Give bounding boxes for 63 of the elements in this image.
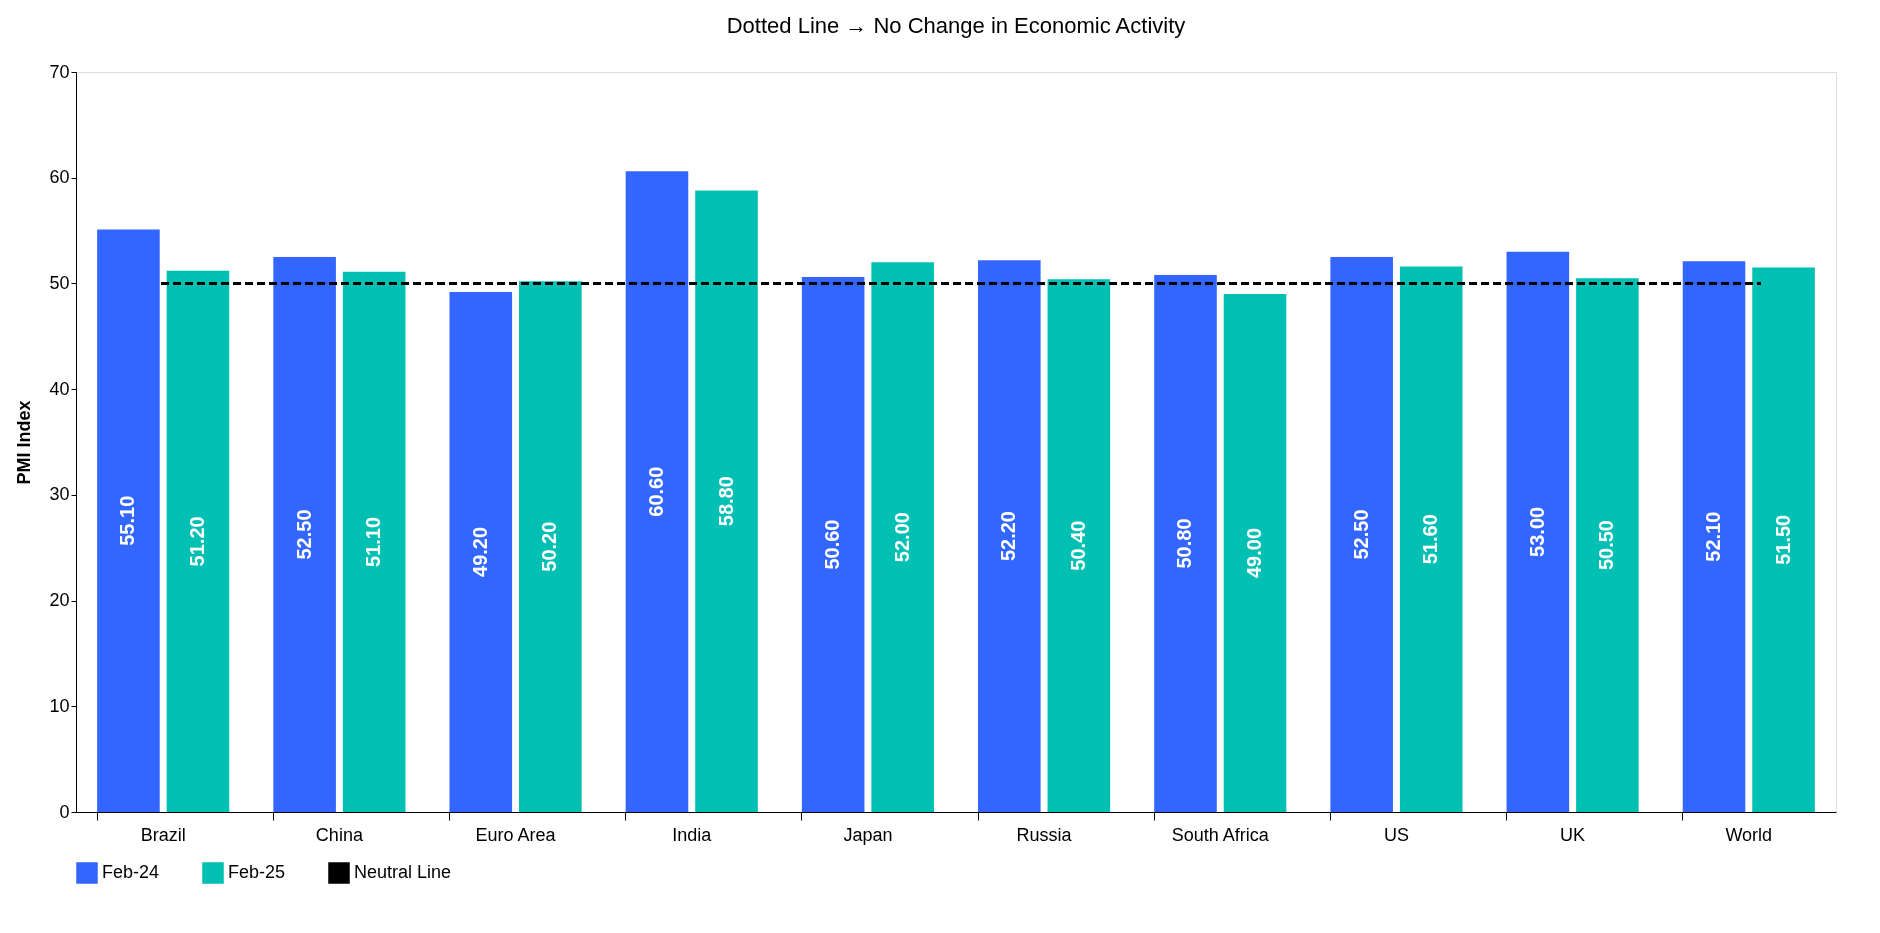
data-label: 50.40: [1066, 520, 1089, 571]
y-tick-label: 70: [49, 61, 70, 82]
bar: [342, 271, 406, 812]
y-tick-label: 40: [49, 378, 70, 399]
data-label: 52.50: [292, 509, 315, 560]
y-tick-label: 0: [59, 801, 70, 822]
data-label: 50.50: [1595, 520, 1618, 571]
bar: [871, 262, 934, 812]
data-label: 50.80: [1173, 518, 1196, 569]
x-tick-label: World: [1725, 824, 1773, 845]
bar: [1047, 279, 1111, 812]
bar: [625, 171, 689, 812]
x-tick-label: Russia: [1016, 824, 1073, 845]
x-tick-label: Brazil: [140, 824, 186, 845]
data-label: 51.50: [1771, 514, 1794, 565]
bar: [1506, 251, 1570, 812]
bar: [519, 281, 582, 812]
data-label: 51.20: [185, 516, 208, 567]
bar: [1399, 266, 1463, 812]
bar: [166, 270, 230, 812]
data-label: 51.60: [1419, 514, 1442, 565]
data-label: 55.10: [116, 495, 139, 546]
y-tick-label: 60: [49, 167, 70, 188]
y-axis-title: PMI Index: [14, 400, 35, 485]
bar: [1682, 261, 1746, 812]
legend-label: Feb-24: [102, 862, 160, 882]
y-tick-label: 30: [49, 484, 70, 505]
data-label: 52.10: [1702, 511, 1725, 562]
data-label: 52.20: [997, 511, 1020, 562]
data-label: 60.60: [644, 466, 667, 517]
data-label: 50.20: [538, 521, 561, 572]
bar: [273, 257, 336, 812]
y-tick-label: 10: [49, 695, 70, 716]
bar: [449, 291, 513, 812]
data-label: 49.00: [1243, 527, 1266, 579]
bar: [695, 190, 758, 812]
legend-label: Neutral Line: [354, 862, 452, 882]
x-tick-label: Japan: [843, 824, 893, 845]
data-label: 50.60: [821, 519, 844, 570]
data-label: 49.20: [468, 526, 491, 577]
x-tick-label: India: [672, 824, 713, 845]
data-label: 52.50: [1349, 509, 1372, 560]
x-tick-label: China: [315, 824, 364, 845]
data-label: 52.00: [890, 512, 913, 563]
bar: [1223, 294, 1287, 812]
bar: [1576, 278, 1639, 812]
y-tick-label: 50: [49, 272, 70, 293]
bar: [1330, 257, 1393, 812]
data-label: 53.00: [1525, 506, 1548, 557]
data-label: 51.10: [362, 516, 385, 567]
chart-title: Dotted Line → No Change in Economic Activity: [726, 13, 1186, 38]
bar: [97, 229, 160, 812]
x-tick-label: Euro Area: [475, 824, 557, 845]
y-tick-label: 20: [49, 590, 70, 611]
x-tick-label: UK: [1560, 824, 1586, 845]
data-label: 58.80: [714, 476, 737, 527]
x-tick-label: US: [1383, 824, 1409, 845]
legend-label: Feb-25: [228, 862, 286, 882]
bar: [978, 260, 1041, 812]
x-tick-label: South Africa: [1171, 824, 1270, 845]
bar: [801, 277, 865, 812]
bar: [1154, 274, 1217, 812]
bar: [1752, 267, 1815, 812]
